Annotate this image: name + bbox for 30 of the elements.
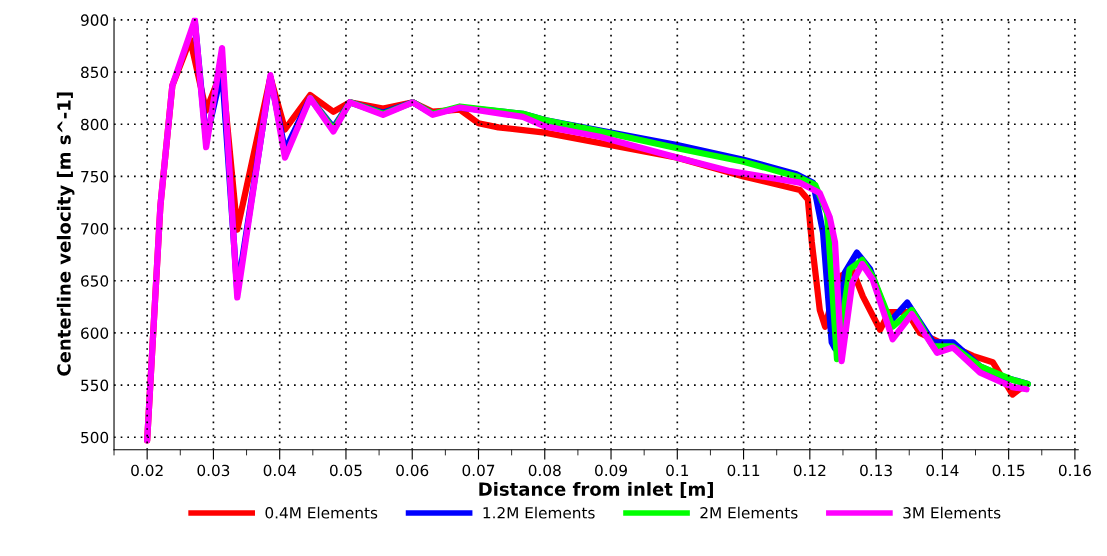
y-tick-label: 650	[81, 275, 109, 287]
x-tick-label: 0.02	[131, 464, 163, 477]
y-tick-label: 700	[81, 223, 109, 235]
x-tick-label: 0.07	[462, 464, 495, 477]
x-tick-label: 0.14	[926, 464, 959, 477]
x-tick-label: 0.13	[860, 464, 892, 477]
x-tick-label: 0.06	[396, 464, 429, 477]
x-axis-title: Distance from inlet [m]	[479, 481, 713, 499]
x-tick-label: 0.08	[528, 464, 561, 477]
x-tick-label: 0.05	[329, 464, 362, 477]
x-tick-label: 0.11	[727, 464, 760, 477]
y-tick-label: 800	[81, 118, 109, 131]
y-tick-label: 900	[80, 14, 109, 26]
legend-label: 3M Elements	[903, 506, 1001, 519]
y-tick-label: 600	[81, 327, 109, 339]
x-tick-label: 0.15	[992, 464, 1025, 477]
legend-label: 0.4M Elements	[265, 506, 378, 519]
y-tick-label: 850	[81, 66, 109, 79]
x-tick-label: 0.16	[1058, 464, 1091, 477]
x-tick-label: 0.12	[793, 464, 826, 477]
x-tick-label: 0.1	[666, 464, 689, 477]
y-axis-title: Centerline velocity [m s^-1]	[56, 92, 75, 376]
y-tick-label: 550	[81, 379, 109, 392]
y-tick-label: 750	[81, 170, 109, 183]
x-tick-label: 0.04	[263, 464, 296, 477]
x-tick-label: 0.09	[595, 464, 627, 477]
x-tick-label: 0.03	[197, 464, 230, 477]
y-tick-label: 500	[81, 431, 109, 444]
legend-label: 1.2M Elements	[483, 506, 595, 519]
legend-label: 2M Elements	[700, 506, 798, 519]
